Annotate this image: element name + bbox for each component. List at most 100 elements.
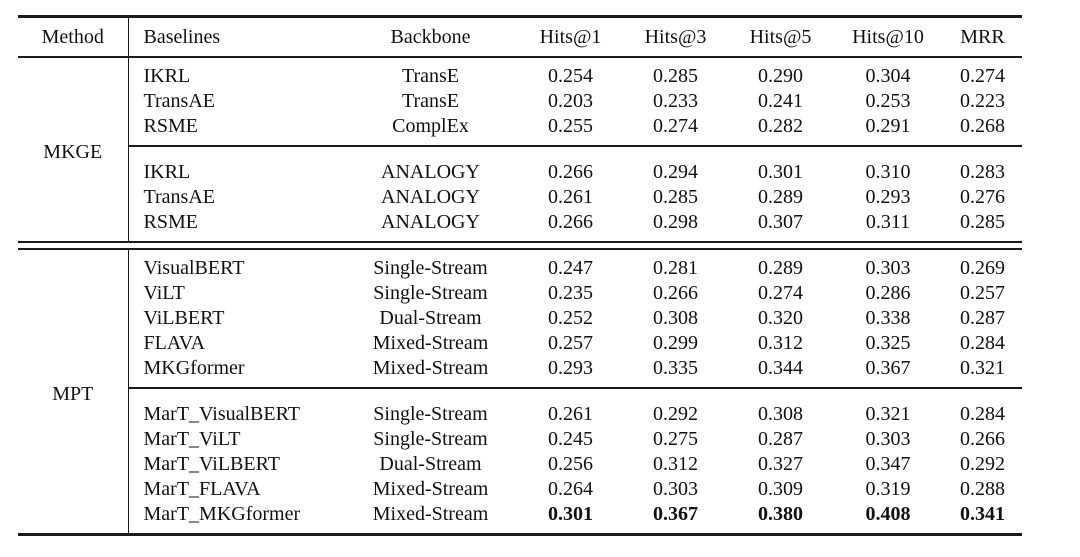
metric-cell: 0.256 bbox=[548, 453, 593, 475]
metric-cell: 0.254 bbox=[548, 65, 593, 87]
method-group-label-mkge: MKGE bbox=[18, 57, 129, 242]
backbone-cell: Mixed-Stream bbox=[372, 478, 489, 500]
metric-cell: 0.308 bbox=[653, 307, 698, 329]
metric-cell: 0.257 bbox=[548, 332, 593, 354]
metric-cell: 0.303 bbox=[865, 257, 911, 279]
table-row: RSME ANALOGY 0.266 0.298 0.307 0.311 0.2… bbox=[18, 210, 1022, 242]
metric-cell: 0.245 bbox=[548, 428, 593, 450]
metric-cell: 0.261 bbox=[548, 186, 593, 208]
metric-cell: 0.335 bbox=[653, 357, 698, 379]
metric-cell: 0.253 bbox=[865, 90, 911, 112]
metric-cell: 0.283 bbox=[960, 161, 1005, 183]
metric-cell: 0.233 bbox=[653, 90, 698, 112]
metric-cell: 0.287 bbox=[758, 428, 803, 450]
metric-cell: 0.301 bbox=[758, 161, 803, 183]
metric-cell: 0.294 bbox=[653, 161, 698, 183]
metric-cell: 0.347 bbox=[865, 453, 911, 475]
metric-cell: 0.266 bbox=[548, 211, 593, 233]
metric-cell: 0.289 bbox=[758, 186, 803, 208]
backbone-cell: Dual-Stream bbox=[379, 453, 482, 475]
metric-cell: 0.264 bbox=[548, 478, 593, 500]
metric-cell-best: 0.408 bbox=[865, 503, 911, 525]
metric-cell: 0.285 bbox=[653, 186, 698, 208]
baseline-cell: TransAE bbox=[143, 90, 216, 112]
metric-cell: 0.266 bbox=[653, 282, 698, 304]
metric-cell-best: 0.301 bbox=[548, 503, 593, 525]
backbone-cell: ANALOGY bbox=[381, 186, 480, 208]
col-header-baselines: Baselines bbox=[128, 16, 343, 58]
metric-cell: 0.285 bbox=[960, 211, 1005, 233]
metric-cell: 0.276 bbox=[960, 186, 1005, 208]
metric-cell: 0.367 bbox=[865, 357, 911, 379]
metric-cell: 0.241 bbox=[758, 90, 803, 112]
metric-cell-best: 0.341 bbox=[960, 503, 1005, 525]
metric-cell: 0.304 bbox=[865, 65, 911, 87]
col-header-method: Method bbox=[18, 16, 129, 58]
metric-cell: 0.291 bbox=[865, 115, 911, 137]
metric-cell: 0.320 bbox=[758, 307, 803, 329]
col-header-backbone: Backbone bbox=[343, 16, 518, 58]
table-row: ViLBERT Dual-Stream 0.252 0.308 0.320 0.… bbox=[18, 306, 1022, 331]
metric-cell: 0.257 bbox=[960, 282, 1005, 304]
method-group-label-mpt: MPT bbox=[18, 249, 129, 535]
metric-cell: 0.269 bbox=[960, 257, 1005, 279]
backbone-cell: Single-Stream bbox=[373, 403, 488, 425]
metric-cell: 0.261 bbox=[548, 403, 593, 425]
backbone-cell: Single-Stream bbox=[373, 428, 488, 450]
results-table: Method Baselines Backbone Hits@1 Hits@3 … bbox=[18, 15, 1022, 536]
metric-cell: 0.344 bbox=[758, 357, 803, 379]
metric-cell: 0.309 bbox=[758, 478, 803, 500]
baseline-cell: MKGformer bbox=[143, 357, 245, 379]
backbone-cell: Single-Stream bbox=[373, 257, 488, 279]
baseline-cell: RSME bbox=[143, 211, 198, 233]
metric-cell: 0.275 bbox=[653, 428, 698, 450]
metric-cell: 0.303 bbox=[653, 478, 698, 500]
metric-cell: 0.282 bbox=[758, 115, 803, 137]
baseline-cell: FLAVA bbox=[143, 332, 206, 354]
group-divider bbox=[18, 387, 1022, 396]
metric-cell: 0.287 bbox=[960, 307, 1005, 329]
metric-cell: 0.235 bbox=[548, 282, 593, 304]
table-row: MarT_ViLBERT Dual-Stream 0.256 0.312 0.3… bbox=[18, 452, 1022, 477]
col-header-hits5: Hits@5 bbox=[728, 16, 833, 58]
metric-cell: 0.281 bbox=[653, 257, 698, 279]
metric-cell: 0.266 bbox=[548, 161, 593, 183]
metric-cell: 0.292 bbox=[960, 453, 1005, 475]
baseline-cell: IKRL bbox=[143, 65, 191, 87]
metric-cell: 0.312 bbox=[758, 332, 803, 354]
table-row: MarT_FLAVA Mixed-Stream 0.264 0.303 0.30… bbox=[18, 477, 1022, 502]
baseline-cell: MarT_MKGformer bbox=[143, 503, 301, 525]
table-row-best: MarT_MKGformer Mixed-Stream 0.301 0.367 … bbox=[18, 502, 1022, 535]
table-row: MKGformer Mixed-Stream 0.293 0.335 0.344… bbox=[18, 356, 1022, 388]
baseline-cell: MarT_ViLBERT bbox=[143, 453, 280, 475]
table-row: MarT_ViLT Single-Stream 0.245 0.275 0.28… bbox=[18, 427, 1022, 452]
baseline-cell: MarT_VisualBERT bbox=[143, 403, 300, 425]
metric-cell: 0.292 bbox=[653, 403, 698, 425]
backbone-cell: TransE bbox=[401, 65, 460, 87]
metric-cell: 0.299 bbox=[653, 332, 698, 354]
metric-cell: 0.293 bbox=[865, 186, 911, 208]
metric-cell: 0.268 bbox=[960, 115, 1005, 137]
col-header-mrr: MRR bbox=[943, 16, 1022, 58]
table-row: ViLT Single-Stream 0.235 0.266 0.274 0.2… bbox=[18, 281, 1022, 306]
table-row: FLAVA Mixed-Stream 0.257 0.299 0.312 0.3… bbox=[18, 331, 1022, 356]
col-header-hits3: Hits@3 bbox=[623, 16, 728, 58]
metric-cell: 0.293 bbox=[548, 357, 593, 379]
baseline-cell: IKRL bbox=[143, 161, 191, 183]
table-row: MPT VisualBERT Single-Stream 0.247 0.281… bbox=[18, 249, 1022, 535]
metric-cell: 0.288 bbox=[960, 478, 1005, 500]
table-row: MKGE IKRL TransE 0.254 0.285 0.290 0.304… bbox=[18, 57, 1022, 242]
metric-cell: 0.266 bbox=[960, 428, 1005, 450]
metric-cell: 0.274 bbox=[758, 282, 803, 304]
metric-cell: 0.338 bbox=[865, 307, 911, 329]
col-header-hits1: Hits@1 bbox=[518, 16, 623, 58]
metric-cell: 0.312 bbox=[653, 453, 698, 475]
section-divider bbox=[18, 241, 1022, 250]
backbone-cell: ComplEx bbox=[392, 115, 469, 137]
baseline-cell: ViLBERT bbox=[143, 307, 225, 329]
metric-cell: 0.298 bbox=[653, 211, 698, 233]
metric-cell: 0.274 bbox=[653, 115, 698, 137]
results-table-container: Method Baselines Backbone Hits@1 Hits@3 … bbox=[18, 15, 1022, 536]
metric-cell: 0.321 bbox=[960, 357, 1005, 379]
metric-cell: 0.303 bbox=[865, 428, 911, 450]
